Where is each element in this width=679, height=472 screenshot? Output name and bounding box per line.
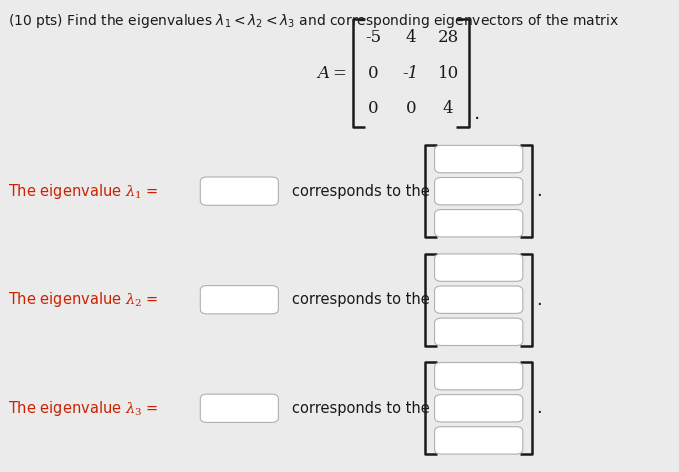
FancyBboxPatch shape <box>435 177 523 205</box>
Text: corresponds to the eigenvector: corresponds to the eigenvector <box>292 184 521 199</box>
Text: The eigenvalue $\lambda_2$ =: The eigenvalue $\lambda_2$ = <box>8 290 159 309</box>
Text: 0: 0 <box>368 65 379 82</box>
Text: The eigenvalue $\lambda_1$ =: The eigenvalue $\lambda_1$ = <box>8 182 159 201</box>
Text: The eigenvalue $\lambda_3$ =: The eigenvalue $\lambda_3$ = <box>8 399 159 418</box>
FancyBboxPatch shape <box>435 145 523 173</box>
Text: .: . <box>536 291 542 309</box>
FancyBboxPatch shape <box>435 286 523 313</box>
FancyBboxPatch shape <box>200 394 278 422</box>
Text: corresponds to the eigenvector: corresponds to the eigenvector <box>292 401 521 416</box>
Text: corresponds to the eigenvector: corresponds to the eigenvector <box>292 292 521 307</box>
FancyBboxPatch shape <box>435 362 523 390</box>
FancyBboxPatch shape <box>200 286 278 314</box>
Text: 0: 0 <box>368 100 379 117</box>
FancyBboxPatch shape <box>435 210 523 237</box>
FancyBboxPatch shape <box>435 318 523 346</box>
Text: 4: 4 <box>405 29 416 46</box>
FancyBboxPatch shape <box>435 427 523 454</box>
Text: -1: -1 <box>403 65 419 82</box>
Text: 10: 10 <box>437 65 459 82</box>
Text: .: . <box>536 399 542 417</box>
Text: .: . <box>474 104 480 123</box>
Text: $A =$: $A =$ <box>316 64 346 82</box>
Text: .: . <box>536 182 542 200</box>
FancyBboxPatch shape <box>435 254 523 281</box>
Text: 0: 0 <box>405 100 416 117</box>
Text: -5: -5 <box>365 29 382 46</box>
Text: (10 pts) Find the eigenvalues $\lambda_1 < \lambda_2 < \lambda_3$ and correspond: (10 pts) Find the eigenvalues $\lambda_1… <box>8 12 619 30</box>
Text: 28: 28 <box>437 29 459 46</box>
FancyBboxPatch shape <box>200 177 278 205</box>
Text: 4: 4 <box>443 100 454 117</box>
FancyBboxPatch shape <box>435 395 523 422</box>
